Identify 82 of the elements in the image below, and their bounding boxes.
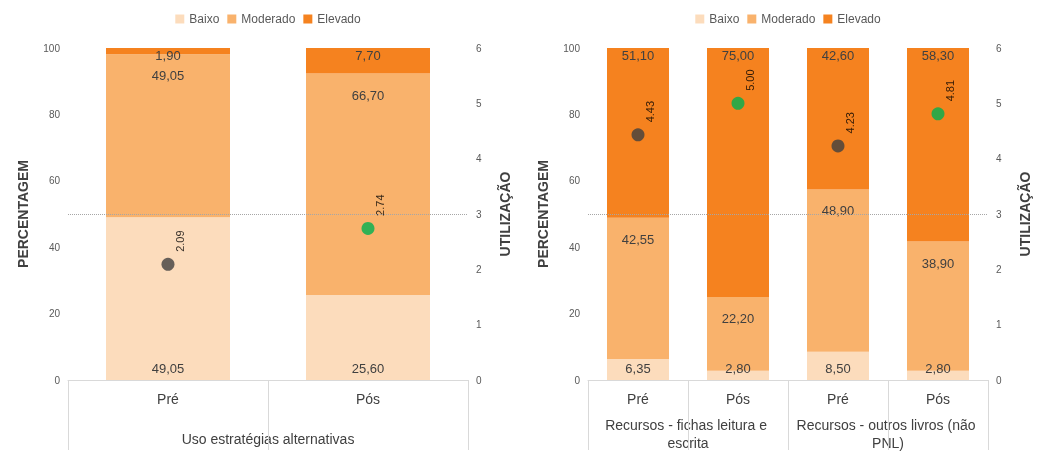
y-tick-label: 0 — [54, 374, 61, 386]
point — [631, 128, 645, 142]
data-label: 51,10 — [621, 48, 655, 63]
y2-tick-label: 4 — [476, 153, 482, 165]
data-label: 38,90 — [921, 255, 955, 271]
data-label: 7,70 — [355, 48, 381, 63]
x-tick-label: Pós — [355, 391, 381, 407]
y-tick-label: 60 — [568, 175, 581, 187]
data-label: 6,35 — [625, 361, 651, 376]
bar — [106, 217, 230, 380]
y-tick-label: 100 — [43, 42, 61, 54]
y2-tick-label: 0 — [476, 374, 482, 386]
y2-axis-title: UTILIZAÇÃO — [496, 171, 513, 257]
legend-label: Elevado — [837, 12, 882, 26]
data-label: 25,60 — [351, 361, 385, 376]
y-axis-title: PERCENTAGEM — [535, 160, 551, 268]
y2-tick-label: 1 — [476, 319, 482, 331]
y-tick-label: 100 — [563, 42, 581, 54]
y-tick-label: 40 — [568, 241, 581, 253]
data-label: 42,55 — [621, 231, 655, 247]
legend-label: Baixo — [709, 12, 740, 26]
x-tick-label: Pré — [827, 391, 850, 407]
y-axis-title: PERCENTAGEM — [15, 160, 31, 268]
data-label: 2,80 — [725, 361, 751, 376]
y2-tick-label: 6 — [996, 42, 1002, 54]
x-tick-label: Pós — [925, 391, 951, 407]
data-label: 4.43 — [643, 100, 656, 123]
y-tick-label: 80 — [48, 108, 61, 120]
bar — [807, 351, 869, 380]
data-label: 2.09 — [173, 230, 186, 252]
bar — [306, 73, 430, 296]
y2-tick-label: 2 — [476, 263, 482, 275]
y2-tick-label: 3 — [996, 208, 1002, 220]
data-label: 75,00 — [721, 48, 755, 63]
bar — [807, 48, 869, 190]
data-label: 58,30 — [921, 48, 955, 63]
x-tick-label: Pré — [627, 391, 650, 407]
y2-tick-label: 6 — [476, 42, 482, 54]
data-label: 4.23 — [843, 112, 856, 134]
point — [731, 96, 745, 110]
bar — [907, 48, 969, 242]
bar — [306, 295, 430, 380]
point — [831, 139, 845, 153]
legend-label: Elevado — [317, 12, 362, 26]
text: Recursos - fichas leitura e escrita — [605, 417, 771, 451]
bar — [607, 48, 669, 218]
y2-axis-title: UTILIZAÇÃO — [1016, 171, 1033, 257]
legend-label: Moderado — [241, 12, 296, 26]
x-tick-label: Pós — [725, 391, 751, 407]
data-label: 2,80 — [925, 361, 951, 376]
y-tick-label: 60 — [48, 175, 61, 187]
data-label: 8,50 — [825, 361, 851, 376]
legend-label: Baixo — [189, 12, 220, 26]
y-tick-label: 40 — [48, 241, 61, 253]
bar — [607, 217, 669, 359]
data-label: 5.00 — [743, 69, 756, 91]
data-label: 42,60 — [821, 48, 855, 63]
data-label: 49,05 — [151, 361, 185, 376]
data-label: 2.74 — [373, 194, 386, 216]
data-label: 4.81 — [943, 79, 956, 102]
y2-tick-label: 1 — [996, 319, 1002, 331]
y2-tick-label: 0 — [996, 374, 1002, 386]
data-label: 66,70 — [351, 87, 385, 103]
data-label: 1,90 — [155, 48, 181, 63]
y-tick-label: 20 — [48, 308, 61, 320]
y-tick-label: 80 — [568, 108, 581, 120]
bar — [807, 189, 869, 352]
y2-tick-label: 4 — [996, 153, 1002, 165]
y2-tick-label: 5 — [996, 97, 1002, 109]
point — [931, 107, 945, 121]
y2-tick-label: 2 — [996, 263, 1002, 275]
bar — [306, 48, 430, 74]
legend-label: Moderado — [761, 12, 816, 26]
x-tick-label: Pré — [157, 391, 180, 407]
data-label: 49,05 — [151, 68, 185, 84]
data-label: 22,20 — [721, 311, 755, 326]
y-tick-label: 20 — [568, 308, 581, 320]
x-axis-title: Uso estratégias alternativas — [181, 431, 355, 447]
y-tick-label: 0 — [574, 374, 581, 386]
bar — [707, 48, 769, 297]
y2-tick-label: 5 — [476, 97, 482, 109]
y2-tick-label: 3 — [476, 208, 482, 220]
